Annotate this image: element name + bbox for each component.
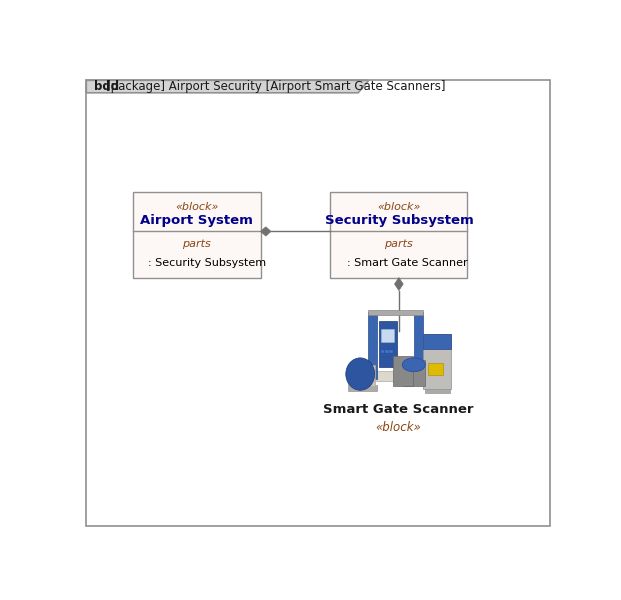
FancyBboxPatch shape xyxy=(393,356,414,386)
Text: [package] Airport Security [Airport Smart Gate Scanners]: [package] Airport Security [Airport Smar… xyxy=(106,80,445,93)
FancyBboxPatch shape xyxy=(379,321,397,367)
Text: Airport System: Airport System xyxy=(140,214,253,227)
Text: parts: parts xyxy=(384,239,413,250)
Polygon shape xyxy=(394,278,403,290)
FancyBboxPatch shape xyxy=(424,334,451,349)
Text: bdd: bdd xyxy=(94,80,119,93)
FancyBboxPatch shape xyxy=(424,334,451,389)
FancyBboxPatch shape xyxy=(351,371,401,381)
Polygon shape xyxy=(86,80,369,93)
FancyBboxPatch shape xyxy=(330,192,468,278)
FancyBboxPatch shape xyxy=(348,385,377,391)
FancyBboxPatch shape xyxy=(425,388,450,394)
FancyBboxPatch shape xyxy=(427,363,443,375)
FancyBboxPatch shape xyxy=(414,312,423,379)
Polygon shape xyxy=(261,227,271,236)
FancyBboxPatch shape xyxy=(133,192,261,278)
Ellipse shape xyxy=(402,358,425,372)
FancyBboxPatch shape xyxy=(385,350,389,353)
FancyBboxPatch shape xyxy=(381,350,384,353)
Text: : Smart Gate Scanner: : Smart Gate Scanner xyxy=(347,258,468,268)
FancyBboxPatch shape xyxy=(368,310,423,316)
Text: : Security Subsystem: : Security Subsystem xyxy=(148,258,266,268)
Text: Smart Gate Scanner: Smart Gate Scanner xyxy=(324,403,474,416)
FancyBboxPatch shape xyxy=(403,360,425,386)
Text: Security Subsystem: Security Subsystem xyxy=(325,214,473,227)
FancyBboxPatch shape xyxy=(348,365,374,386)
Text: «block»: «block» xyxy=(377,202,420,212)
Text: parts: parts xyxy=(183,239,211,250)
Text: «block»: «block» xyxy=(376,421,422,434)
Ellipse shape xyxy=(346,358,374,390)
FancyBboxPatch shape xyxy=(389,350,392,353)
FancyBboxPatch shape xyxy=(381,329,394,342)
FancyBboxPatch shape xyxy=(86,80,550,526)
Text: «block»: «block» xyxy=(175,202,219,212)
FancyBboxPatch shape xyxy=(368,312,377,379)
